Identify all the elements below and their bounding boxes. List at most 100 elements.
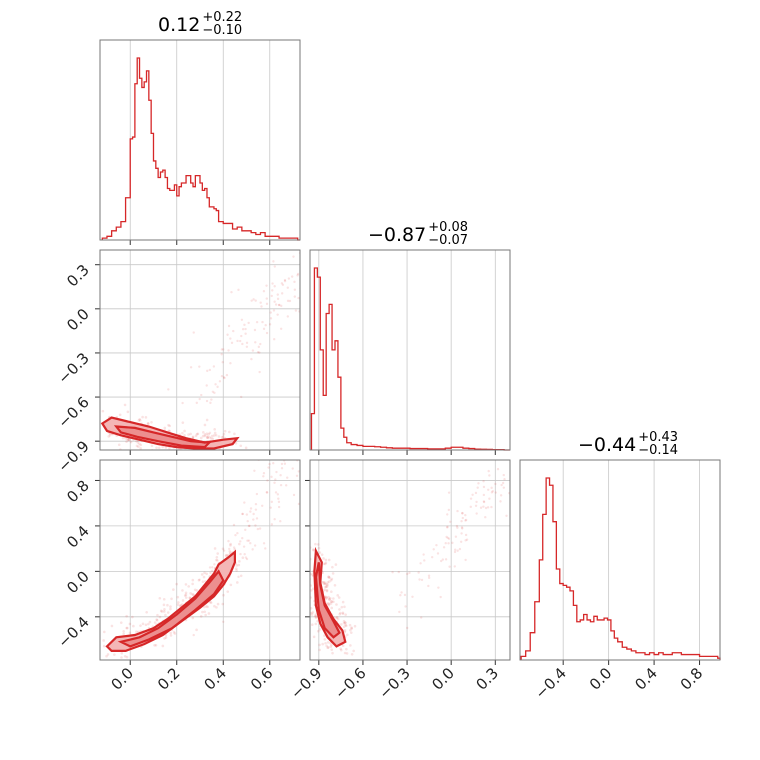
sample-point [167,429,171,433]
sample-point [486,506,490,509]
sample-point [135,630,138,633]
panel2d-2 [302,442,516,665]
sample-point [247,321,250,325]
sample-point [345,647,348,651]
sample-point [222,432,226,436]
sample-point [327,575,330,579]
sample-point [209,571,212,575]
sample-point [404,605,407,608]
sample-point [207,433,211,436]
sample-point [181,599,185,602]
sample-point [329,600,333,603]
sample-point [163,637,166,640]
sample-point [169,634,173,637]
sample-point [335,616,338,620]
sample-point [189,592,192,595]
sample-point [238,560,241,563]
sample-point [482,480,485,483]
sample-point [288,299,292,303]
sample-point [273,517,276,521]
sample-point [153,621,157,624]
sample-point [446,536,449,540]
sample-point [161,452,164,455]
sample-point [146,422,150,425]
sample-point [199,615,203,618]
sample-point [323,588,327,591]
sample-point [220,374,224,378]
sample-point [94,427,97,430]
ytick-label-2-1: 0.0 [63,567,93,597]
sample-point [253,469,256,472]
sample-point [332,600,335,604]
xtick-label-0-2: 0.4 [200,664,230,694]
contour-2-inner [314,562,341,639]
sample-point [502,473,505,477]
sample-point [275,470,278,474]
panel2d-0-samples [94,251,300,455]
sample-point [121,436,125,440]
sample-point [460,532,463,535]
sample-point [166,611,170,614]
sample-point [141,415,144,419]
sample-point [126,626,129,630]
sample-point [198,578,201,581]
sample-point [124,437,127,440]
sample-point [455,524,459,528]
sample-point [325,596,328,600]
hist-panel-1: −0.87 +0.08−0.07 [309,220,511,455]
sample-point [398,610,401,614]
sample-point [237,563,241,567]
sample-point [201,580,205,584]
sample-point [329,596,332,600]
sample-point [306,607,309,610]
sample-point [283,278,287,282]
sample-point [500,456,502,458]
sample-point [302,618,305,621]
sample-point [191,616,195,620]
sample-point [234,441,238,445]
sample-point [446,525,449,529]
sample-point [195,432,199,436]
sample-point [505,442,507,444]
sample-point [147,622,150,626]
sample-point [306,608,309,611]
sample-point [222,348,225,351]
sample-point [216,559,219,562]
sample-point [439,559,443,563]
sample-point [241,556,245,560]
sample-point [337,596,341,599]
sample-point [203,571,206,575]
sample-point [482,500,486,504]
sample-point [250,299,253,302]
sample-point [177,601,180,604]
sample-point [137,445,140,448]
sample-point [350,652,354,656]
sample-point [245,557,249,561]
xtick-label-1-0: −0.9 [287,664,325,702]
sample-point [296,272,300,276]
sample-point [338,613,342,616]
sample-point [348,623,352,627]
sample-point [240,318,244,322]
sample-point [138,442,141,446]
contour-1-inner [117,569,225,648]
sample-point [325,644,328,648]
sample-point [274,478,277,481]
sample-point [514,483,516,485]
sample-point [269,311,272,314]
sample-point [343,629,347,632]
sample-point [484,516,487,519]
sample-point [400,591,403,594]
sample-point [344,621,347,625]
sample-point [148,620,152,624]
sample-point [227,349,230,352]
sample-point [316,543,320,546]
sample-point [456,549,459,552]
sample-point [477,482,480,485]
sample-point [237,288,240,292]
sample-point [327,595,330,599]
sample-point [138,419,142,422]
sample-point [272,309,276,312]
sample-point [316,619,319,623]
sample-point [458,547,462,551]
